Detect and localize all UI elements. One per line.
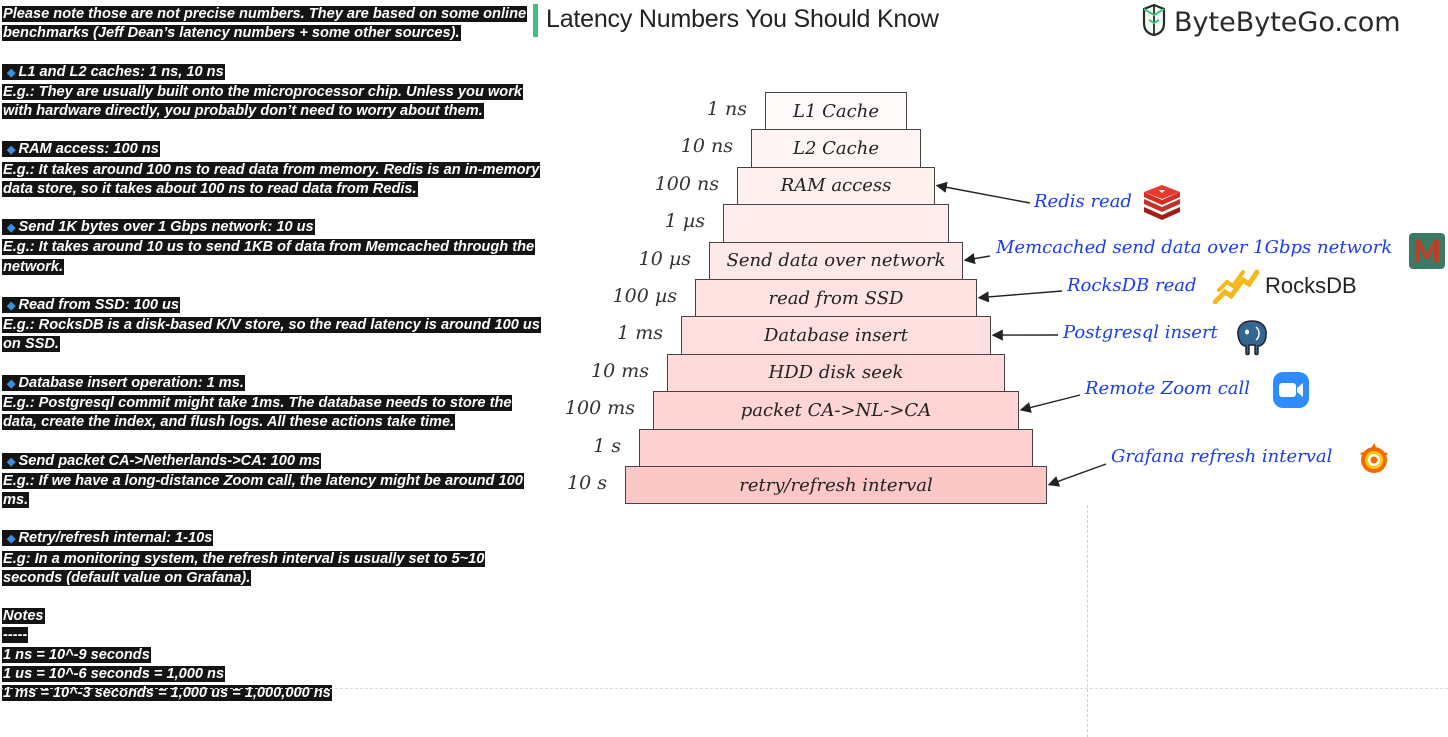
annotation-label: Postgresql insert <box>1063 322 1218 343</box>
diamond-bullet-icon: ◆ <box>7 533 16 546</box>
explanation-item: ◆ RAM access: 100 ns E.g.: It takes around… <box>2 140 542 199</box>
tier-label: HDD disk seek <box>768 362 904 384</box>
explanation-item: ◆ L1 and L2 caches: 1 ns, 10 ns E.g.: They… <box>2 63 542 122</box>
redis-icon <box>1141 185 1183 221</box>
latency-value: 100 µs <box>612 285 677 307</box>
annotation-arrow <box>963 253 991 265</box>
note-line: 1 us = 10^-6 seconds = 1,000 ns <box>2 665 226 682</box>
vertical-divider <box>1087 505 1088 737</box>
annotation-label: Remote Zoom call <box>1085 378 1251 399</box>
grafana-icon <box>1357 441 1391 477</box>
pyramid-tier: L2 Cache <box>751 129 921 168</box>
pyramid-tier: L1 Cache <box>765 92 907 131</box>
latency-value: 10 ms <box>591 359 649 382</box>
explanation-item: ◆ Database insert operation: 1 ms. E.g.: P… <box>2 374 542 433</box>
latency-value: 10 µs <box>638 247 691 270</box>
diamond-bullet-icon: ◆ <box>7 66 16 79</box>
brand-name: ByteByteGo.com <box>1174 6 1401 38</box>
pyramid-tier: HDD disk seek <box>667 353 1005 393</box>
tier-label: Send data over network <box>726 250 946 272</box>
rocksdb-icon: RocksDB <box>1213 268 1357 304</box>
pyramid-tier: read from SSD <box>695 279 977 318</box>
diamond-bullet-icon: ◆ <box>7 455 16 468</box>
title-accent-bar <box>533 4 538 37</box>
latency-value: 10 s <box>567 472 607 494</box>
annotation-arrow <box>977 290 1063 303</box>
pyramid-tier: Database insert <box>681 316 991 355</box>
annotation-arrow <box>935 181 1031 204</box>
latency-value: 100 ms <box>564 397 635 420</box>
page-title: Latency Numbers You Should Know <box>546 5 939 33</box>
pyramid-tier <box>723 204 949 243</box>
note-line: 1 ns = 10^-9 seconds <box>2 646 151 663</box>
annotation-arrow <box>1019 394 1081 413</box>
explanation-heading: ◆ Database insert operation: 1 ms. <box>2 374 245 391</box>
latency-value: 100 ns <box>654 172 719 195</box>
latency-value: 1 ns <box>706 98 747 120</box>
postgresql-icon <box>1234 318 1270 356</box>
intro-paragraph: Please note those are not precise number… <box>2 6 528 42</box>
explanation-item: ◆ Send 1K bytes over 1 Gbps network: 10 u… <box>2 218 542 277</box>
explanation-item: ◆ Read from SSD: 100 us E.g.: RocksDB is a… <box>2 296 542 355</box>
pyramid-tier: retry/refresh interval <box>625 466 1047 505</box>
notes-divider: ----- <box>2 627 29 644</box>
pyramid-tier <box>639 428 1033 467</box>
zoom-icon <box>1272 371 1310 409</box>
tier-label: retry/refresh interval <box>739 474 933 496</box>
explanation-item: ◆ Retry/refresh internal: 1-10s E.g: In a … <box>2 529 542 588</box>
memcached-icon <box>1408 232 1446 270</box>
latency-value: 10 ns <box>680 135 733 158</box>
explanation-heading: ◆ Send packet CA->Netherlands->CA: 100 ms <box>2 452 322 469</box>
bytebytego-icon <box>1140 3 1168 42</box>
notes-panel: Please note those are not precise number… <box>2 5 542 703</box>
annotation-label: Memcached send data over 1Gbps network <box>996 237 1393 258</box>
explanation-heading: ◆ L1 and L2 caches: 1 ns, 10 ns <box>2 63 225 80</box>
diamond-bullet-icon: ◆ <box>7 299 16 312</box>
explanation-heading: ◆ Retry/refresh internal: 1-10s <box>2 530 214 547</box>
explanation-heading: ◆ Read from SSD: 100 us <box>2 296 181 313</box>
latency-value: 1 ms <box>617 322 663 345</box>
diamond-bullet-icon: ◆ <box>7 222 16 235</box>
diamond-bullet-icon: ◆ <box>7 377 16 390</box>
explanation-item: ◆ Send packet CA->Netherlands->CA: 100 ms… <box>2 452 542 511</box>
latency-value: 1 s <box>593 434 621 457</box>
latency-value: 1 µs <box>664 210 705 233</box>
rocksdb-logo-text: RocksDB <box>1265 273 1357 298</box>
pyramid-tier: Send data over network <box>709 241 963 280</box>
pyramid-tier: RAM access <box>737 166 935 206</box>
annotation-label: Redis read <box>1034 191 1132 212</box>
latency-explanations: ◆ L1 and L2 caches: 1 ns, 10 ns E.g.: They… <box>2 63 542 588</box>
annotation-arrow <box>1047 463 1107 487</box>
explanation-heading: ◆ RAM access: 100 ns <box>2 141 160 158</box>
tier-label: L1 Cache <box>793 100 879 122</box>
notes-title: Notes <box>2 608 45 625</box>
pyramid-tier: packet CA->NL->CA <box>653 391 1019 430</box>
brand-logo: ByteByteGo.com <box>1140 3 1401 42</box>
diamond-bullet-icon: ◆ <box>7 144 16 157</box>
tier-label: Database insert <box>763 325 909 347</box>
tier-label: read from SSD <box>768 287 904 309</box>
horizontal-divider <box>0 688 1448 689</box>
tier-label: packet CA->NL->CA <box>740 399 932 421</box>
tier-label: L2 Cache <box>793 138 879 160</box>
annotation-label: RocksDB read <box>1067 275 1197 296</box>
explanation-heading: ◆ Send 1K bytes over 1 Gbps network: 10 u… <box>2 219 315 236</box>
tier-label: RAM access <box>780 175 892 197</box>
annotation-label: Grafana refresh interval <box>1111 446 1333 467</box>
